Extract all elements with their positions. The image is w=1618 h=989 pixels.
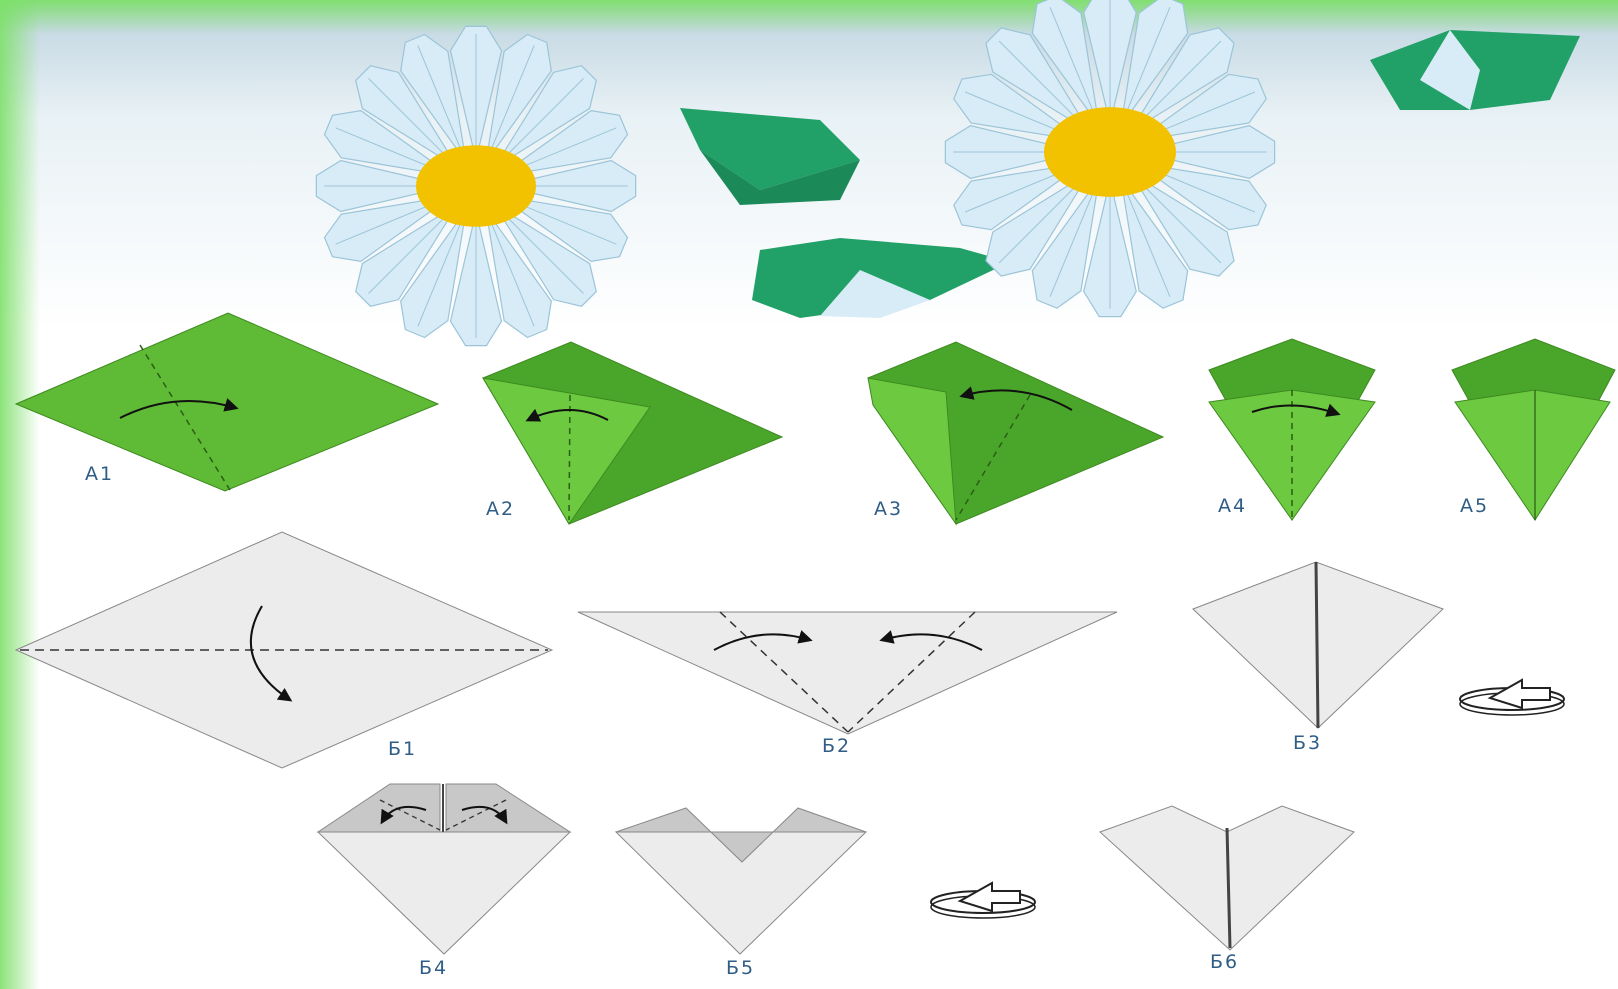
leaf-flap-a5 — [1454, 389, 1611, 521]
fold-line-b4-left — [379, 799, 441, 831]
paper-top-b5 — [615, 807, 867, 863]
turn-over-icon — [930, 881, 1036, 919]
label-a1: A1 — [85, 463, 114, 485]
curved-arrow-icon — [525, 408, 609, 422]
paper-flap-b4-right — [445, 783, 572, 833]
photo-leaves — [680, 30, 1580, 318]
label-a2: A2 — [486, 498, 515, 520]
green-frame-top — [0, 0, 1618, 34]
fold-line-b2-left — [719, 611, 849, 733]
step-b3 — [1192, 561, 1565, 729]
curved-arrow-icon — [380, 806, 427, 825]
paper-flap-b4-left — [316, 783, 441, 833]
green-frame-left — [0, 0, 40, 989]
label-b1: Б1 — [388, 738, 417, 760]
fold-line-a2 — [568, 394, 571, 521]
curved-arrow-icon — [713, 630, 813, 651]
fold-line-a3 — [955, 394, 1031, 521]
step-a1 — [14, 312, 440, 492]
turn-over-icon — [1459, 678, 1565, 716]
step-a3 — [867, 341, 1165, 526]
label-b4: Б4 — [419, 957, 448, 979]
step-b2 — [577, 611, 1118, 735]
step-a4 — [1208, 338, 1376, 522]
fold-line-b4-right — [445, 799, 507, 831]
step-b6 — [1099, 805, 1355, 951]
curved-arrow-icon — [879, 630, 983, 651]
daisy-right — [944, 0, 1276, 318]
label-b6: Б6 — [1210, 951, 1239, 973]
label-a3: A3 — [874, 498, 903, 520]
step-b1 — [14, 531, 554, 769]
step-b5 — [614, 807, 1036, 955]
label-b5: Б5 — [726, 957, 755, 979]
label-a4: A4 — [1218, 495, 1247, 517]
curved-arrow-icon — [461, 806, 508, 825]
leaf-flap-a3 — [867, 377, 957, 526]
flower-center — [416, 145, 536, 227]
center-line-b6 — [1225, 827, 1232, 949]
label-a5: A5 — [1460, 495, 1489, 517]
leaf-flap-a4 — [1208, 389, 1376, 521]
leaf-flap-a2 — [482, 377, 651, 525]
step-a5 — [1451, 338, 1616, 522]
label-b2: Б2 — [822, 735, 851, 757]
flower-center — [1044, 107, 1176, 197]
label-b3: Б3 — [1293, 732, 1322, 754]
daisy-left — [315, 25, 637, 347]
step-a2 — [482, 341, 784, 525]
curved-arrow-icon — [119, 398, 239, 419]
curved-arrow-icon — [959, 386, 1073, 411]
step-b4 — [316, 783, 572, 955]
fold-line-b2-right — [847, 611, 976, 733]
curved-arrow-icon — [249, 605, 293, 702]
center-line-b3 — [1314, 561, 1320, 729]
paper-triangle-b2 — [577, 611, 1118, 735]
curved-arrow-icon — [1251, 403, 1341, 417]
